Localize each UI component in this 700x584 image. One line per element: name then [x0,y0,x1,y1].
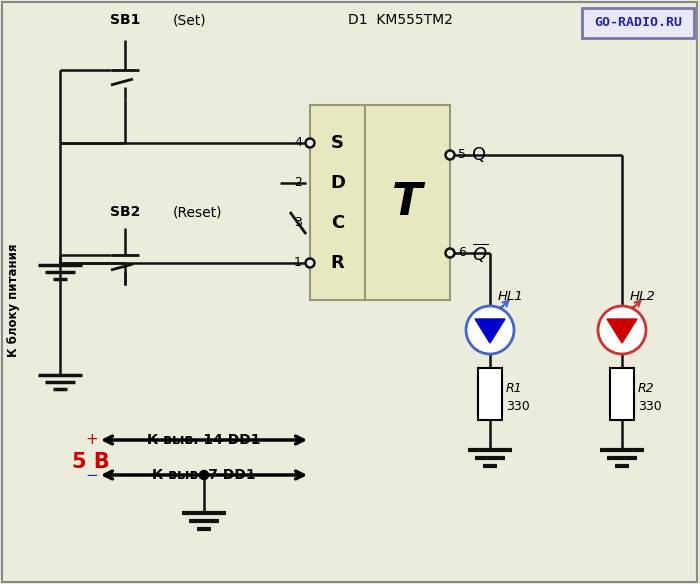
Bar [310,105,365,300]
Text: HL1: HL1 [498,290,524,303]
Text: 330: 330 [506,399,530,412]
Text: SB2: SB2 [110,205,140,219]
Circle shape [466,306,514,354]
Polygon shape [607,319,637,343]
Text: 6: 6 [458,246,466,259]
Circle shape [598,306,646,354]
Text: 5: 5 [458,148,466,162]
Text: S: S [331,134,344,152]
Text: R2: R2 [638,381,655,395]
Bar [610,368,634,420]
Text: 3: 3 [294,217,302,230]
Text: Q: Q [472,146,486,164]
Text: R: R [330,254,344,272]
Circle shape [445,151,454,159]
Text: К блоку питания: К блоку питания [8,244,20,357]
Text: $\overline{Q}$: $\overline{Q}$ [472,242,488,265]
Text: 5 В: 5 В [72,452,110,472]
Text: 330: 330 [638,399,662,412]
Text: D1  KM555TM2: D1 KM555TM2 [348,13,452,27]
Circle shape [305,259,314,267]
FancyBboxPatch shape [582,8,694,38]
Bar [365,105,450,300]
Circle shape [305,138,314,148]
Circle shape [199,471,209,479]
Text: T: T [392,181,423,224]
Text: +: + [85,433,98,447]
Text: GO-RADIO.RU: GO-RADIO.RU [594,16,682,30]
Text: К выв. 7 DD1: К выв. 7 DD1 [152,468,256,482]
Text: 4: 4 [294,137,302,150]
Text: (Reset): (Reset) [173,205,223,219]
Text: R1: R1 [506,381,523,395]
Text: 1: 1 [294,256,302,269]
Text: D: D [330,174,345,192]
Text: C: C [331,214,344,232]
Text: HL2: HL2 [630,290,656,303]
Polygon shape [475,319,505,343]
Text: (Set): (Set) [173,13,206,27]
Text: 2: 2 [294,176,302,189]
Circle shape [445,249,454,258]
Text: К выв. 14 DD1: К выв. 14 DD1 [147,433,260,447]
Bar [478,368,502,420]
Text: −: − [85,468,98,482]
Text: SB1: SB1 [110,13,140,27]
